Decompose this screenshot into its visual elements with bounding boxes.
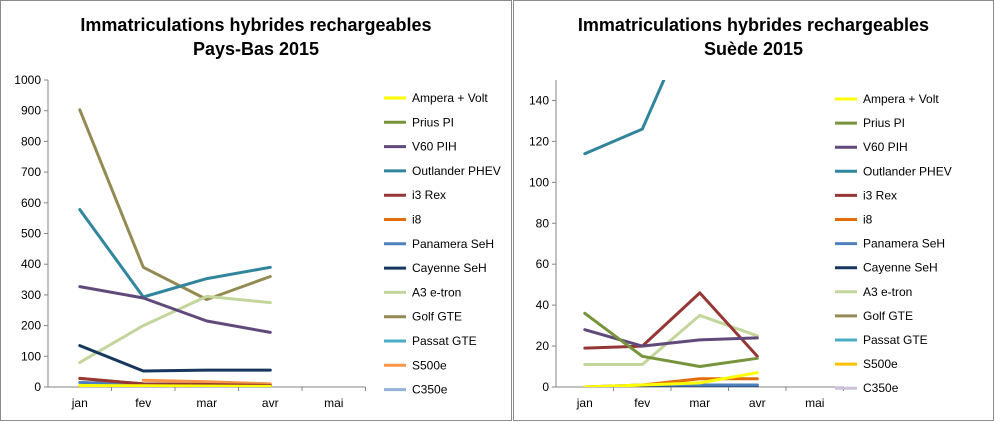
legend-label: Prius PI bbox=[863, 116, 905, 130]
chart-panel-sweden: Immatriculations hybrides rechargeables … bbox=[513, 0, 994, 421]
x-tick-label: avr bbox=[749, 396, 766, 410]
legend-label: A3 e-tron bbox=[412, 285, 461, 299]
legend-label: Passat GTE bbox=[863, 333, 928, 347]
legend-label: Cayenne SeH bbox=[412, 261, 487, 275]
legend-label: Panamera SeH bbox=[412, 237, 494, 251]
x-tick-label: avr bbox=[262, 396, 279, 410]
legend-label: C350e bbox=[863, 381, 899, 395]
y-tick-label: 60 bbox=[536, 257, 550, 271]
y-tick-label: 20 bbox=[536, 339, 550, 353]
y-tick-label: 300 bbox=[21, 288, 41, 302]
chart-title-sweden: Immatriculations hybrides rechargeables … bbox=[514, 13, 993, 61]
y-tick-label: 0 bbox=[542, 380, 549, 394]
y-tick-label: 900 bbox=[21, 104, 41, 118]
chart-title-line1: Immatriculations hybrides rechargeables bbox=[80, 15, 432, 35]
y-tick-label: 400 bbox=[21, 257, 41, 271]
chart-panel-netherlands: Immatriculations hybrides rechargeables … bbox=[0, 0, 512, 421]
y-tick-label: 500 bbox=[21, 227, 41, 241]
legend-label: Cayenne SeH bbox=[863, 261, 938, 275]
series-line-golf-gte bbox=[78, 108, 272, 301]
legend-label: Ampera + Volt bbox=[863, 92, 939, 106]
y-tick-label: 800 bbox=[21, 134, 41, 148]
series-line-s500e bbox=[141, 378, 272, 386]
legend-label: i8 bbox=[863, 213, 873, 227]
legend-label: Passat GTE bbox=[412, 334, 477, 348]
series-line-ampera-volt bbox=[78, 384, 272, 387]
legend-label: Panamera SeH bbox=[863, 237, 945, 251]
legend-label: Outlander PHEV bbox=[412, 164, 501, 178]
x-tick-label: fev bbox=[634, 396, 650, 410]
legend-label: V60 PIH bbox=[863, 140, 908, 154]
chart-title-netherlands: Immatriculations hybrides rechargeables … bbox=[1, 13, 511, 61]
series-line-cayenne-seh bbox=[78, 344, 272, 373]
y-tick-label: 1000 bbox=[14, 73, 41, 87]
legend-label: A3 e-tron bbox=[863, 285, 912, 299]
y-tick-label: 120 bbox=[529, 134, 549, 148]
x-tick-label: jan bbox=[71, 396, 88, 410]
x-tick-label: jan bbox=[576, 396, 593, 410]
legend-label: C350e bbox=[412, 383, 448, 397]
series-line-v60-pih bbox=[583, 328, 759, 348]
legend-label: Golf GTE bbox=[863, 309, 913, 323]
x-tick-label: mai bbox=[805, 396, 824, 410]
y-tick-label: 80 bbox=[536, 216, 550, 230]
y-tick-label: 700 bbox=[21, 165, 41, 179]
y-tick-label: 140 bbox=[529, 93, 549, 107]
legend-label: i8 bbox=[412, 213, 422, 227]
y-tick-label: 40 bbox=[536, 298, 550, 312]
series-line-outlander-phev bbox=[78, 208, 272, 299]
legend-label: Outlander PHEV bbox=[863, 164, 952, 178]
legend-label: Ampera + Volt bbox=[412, 91, 488, 105]
legend-label: Golf GTE bbox=[412, 310, 462, 324]
chart-title-line1: Immatriculations hybrides rechargeables bbox=[577, 15, 930, 35]
line-chart-sweden: 0 20 40 60 80 100 120 140 jan fev mar avr mai Ampera … bbox=[529, 80, 952, 410]
legend-label: S500e bbox=[863, 357, 898, 371]
legend-label: i3 Rex bbox=[412, 188, 446, 202]
legend-label: V60 PIH bbox=[412, 140, 457, 154]
y-tick-label: 100 bbox=[21, 349, 41, 363]
chart-title-line2: Pays-Bas 2015 bbox=[192, 39, 320, 59]
x-tick-label: mar bbox=[196, 396, 217, 410]
x-tick-label: mai bbox=[324, 396, 343, 410]
chart-title-line2: Suède 2015 bbox=[703, 39, 804, 59]
series-line-ampera-volt bbox=[583, 371, 759, 387]
x-tick-label: fev bbox=[135, 396, 151, 410]
series-line-prius-pi bbox=[583, 311, 759, 368]
series-line-a3-e-tron bbox=[78, 294, 272, 364]
y-tick-label: 100 bbox=[529, 175, 549, 189]
y-tick-label: 0 bbox=[34, 380, 41, 394]
legend-label: S500e bbox=[412, 358, 447, 372]
y-tick-label: 200 bbox=[21, 319, 41, 333]
legend-label: Prius PI bbox=[412, 115, 454, 129]
series-line-outlander-phev bbox=[583, 80, 666, 156]
series-line-v60-pih bbox=[78, 285, 272, 334]
line-chart-netherlands: 0 100 200 300 400 500 600 700 800 900 1000 jan fev ma… bbox=[14, 73, 501, 410]
x-tick-label: mar bbox=[689, 396, 710, 410]
series-line-i3-rex bbox=[583, 291, 759, 358]
legend-label: i3 Rex bbox=[863, 188, 897, 202]
y-tick-label: 600 bbox=[21, 196, 41, 210]
